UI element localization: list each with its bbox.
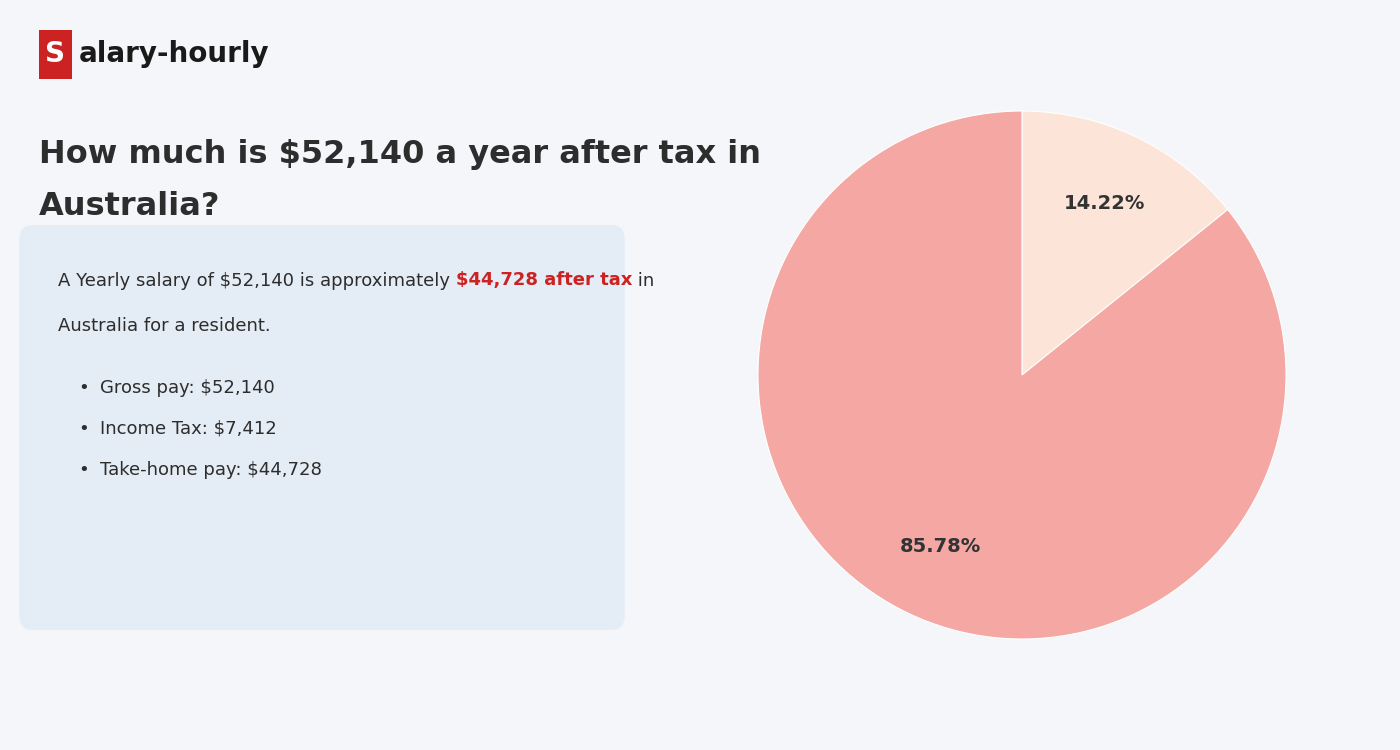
- Wedge shape: [1022, 111, 1228, 375]
- Text: alary-hourly: alary-hourly: [78, 40, 269, 68]
- Text: Gross pay: $52,140: Gross pay: $52,140: [99, 379, 274, 397]
- Text: $44,728 after tax: $44,728 after tax: [456, 272, 631, 290]
- Text: 14.22%: 14.22%: [1064, 194, 1145, 213]
- Text: Income Tax: $7,412: Income Tax: $7,412: [99, 420, 277, 438]
- Text: •: •: [78, 379, 90, 397]
- FancyBboxPatch shape: [20, 225, 624, 630]
- Text: Australia?: Australia?: [39, 191, 220, 222]
- Text: S: S: [45, 40, 66, 68]
- Text: How much is $52,140 a year after tax in: How much is $52,140 a year after tax in: [39, 139, 760, 170]
- Text: Take-home pay: $44,728: Take-home pay: $44,728: [99, 461, 322, 479]
- Text: Australia for a resident.: Australia for a resident.: [57, 316, 270, 334]
- Text: •: •: [78, 420, 90, 438]
- Text: 85.78%: 85.78%: [899, 537, 980, 556]
- Wedge shape: [757, 111, 1287, 639]
- FancyBboxPatch shape: [39, 30, 73, 79]
- Text: A Yearly salary of $52,140 is approximately: A Yearly salary of $52,140 is approximat…: [57, 272, 456, 290]
- Text: •: •: [78, 461, 90, 479]
- Text: in: in: [631, 272, 654, 290]
